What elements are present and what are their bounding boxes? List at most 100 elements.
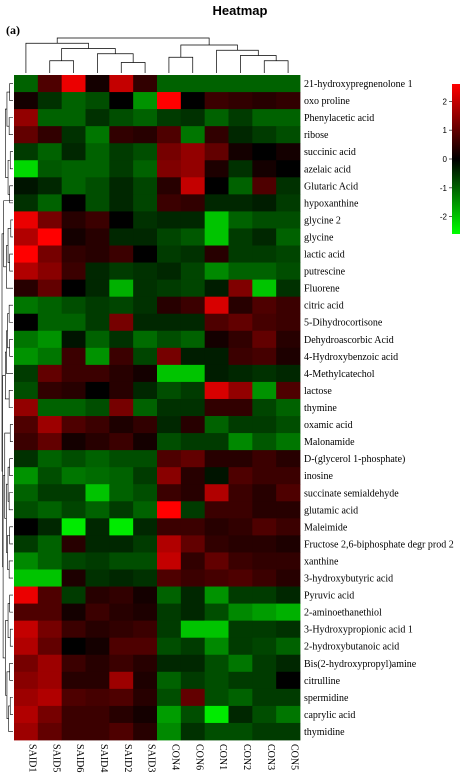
- heatmap-cell: [180, 433, 206, 451]
- heatmap-cell: [133, 535, 158, 553]
- dendrogram-branch: [8, 304, 13, 323]
- heatmap-cell: [109, 126, 134, 144]
- heatmap-cell: [157, 160, 182, 178]
- heatmap-cell: [109, 484, 134, 502]
- dendrogram-branch: [1, 233, 4, 472]
- dendrogram-branch: [9, 253, 13, 272]
- row-label: succinate semialdehyde: [304, 488, 399, 499]
- heatmap-cell: [204, 109, 229, 127]
- heatmap-cell: [228, 484, 253, 502]
- heatmap-cell: [133, 228, 158, 246]
- heatmap-cell: [157, 262, 182, 281]
- heatmap-cell: [157, 552, 182, 570]
- heatmap-cell: [37, 109, 63, 127]
- row-label: xanthine: [304, 556, 339, 567]
- heatmap-cell: [85, 518, 110, 536]
- heatmap-cell: [252, 245, 277, 263]
- heatmap-cell: [157, 109, 182, 127]
- heatmap-cell: [133, 586, 158, 604]
- heatmap-cell: [180, 330, 206, 349]
- heatmap-cell: [228, 688, 253, 707]
- row-label: succinic acid: [304, 147, 356, 158]
- heatmap-cell: [204, 160, 229, 178]
- column-label: CON6: [193, 744, 204, 770]
- row-label: Phenylacetic acid: [304, 113, 374, 124]
- heatmap-cell: [204, 620, 229, 639]
- row-label: 3-Hydroxypropionic acid 1: [304, 625, 413, 636]
- heatmap-cell: [133, 211, 158, 229]
- dendrogram-branch: [56, 37, 210, 45]
- heatmap-cell: [61, 296, 86, 315]
- heatmap-cell: [204, 450, 229, 468]
- heatmap-cell: [157, 75, 182, 93]
- heatmap-cell: [14, 109, 39, 127]
- heatmap-cell: [157, 620, 182, 639]
- heatmap-cell: [252, 501, 277, 519]
- dendrogram-branch: [9, 628, 13, 647]
- row-label: lactose: [304, 386, 332, 397]
- heatmap-cell: [180, 450, 206, 468]
- heatmap-cell: [85, 228, 110, 246]
- heatmap-cell: [85, 109, 110, 127]
- heatmap-cell: [85, 194, 110, 212]
- heatmap-cell: [276, 484, 301, 502]
- heatmap-cell: [37, 552, 63, 570]
- heatmap-cell: [61, 654, 86, 673]
- heatmap-cell: [157, 467, 182, 485]
- heatmap-cell: [276, 586, 301, 604]
- heatmap-cell: [157, 177, 182, 195]
- heatmap-cell: [61, 92, 86, 110]
- heatmap-cell: [228, 211, 253, 229]
- heatmap-cell: [61, 433, 86, 451]
- heatmap-cell: [109, 671, 134, 690]
- heatmap-cell: [133, 671, 158, 690]
- heatmap-cell: [276, 177, 301, 195]
- heatmap-cell: [180, 637, 206, 656]
- heatmap-cell: [228, 126, 253, 144]
- heatmap-cell: [14, 450, 39, 468]
- heatmap-cell: [276, 671, 301, 690]
- heatmap-cell: [157, 126, 182, 144]
- heatmap-cell: [204, 671, 229, 690]
- heatmap-cell: [204, 535, 229, 553]
- heatmap-cell: [37, 501, 63, 519]
- heatmap-cell: [37, 569, 63, 587]
- heatmap-cell: [133, 416, 158, 434]
- heatmap-cell: [37, 518, 63, 536]
- dendrogram-branch: [9, 151, 13, 170]
- heatmap-cell: [37, 245, 63, 263]
- heatmap-cell: [109, 211, 134, 229]
- heatmap-cell: [276, 603, 301, 622]
- heatmap-cell: [109, 688, 134, 707]
- heatmap-cell: [252, 364, 277, 383]
- heatmap-cell: [276, 279, 301, 298]
- heatmap-cell: [14, 603, 39, 622]
- heatmap-cell: [37, 654, 63, 673]
- heatmap-cell: [85, 467, 110, 485]
- heatmap-cell: [37, 160, 63, 178]
- heatmap-cell: [228, 416, 253, 434]
- heatmap-cell: [133, 296, 158, 315]
- row-label: 2-aminoethanethiol: [304, 608, 382, 619]
- heatmap-cell: [133, 245, 158, 263]
- heatmap-cell: [133, 143, 158, 161]
- heatmap-cell: [180, 245, 206, 263]
- heatmap-cell: [133, 160, 158, 178]
- heatmap-cell: [157, 586, 182, 604]
- heatmap-cell: [228, 722, 253, 741]
- heatmap-cell: [133, 398, 158, 417]
- heatmap-cell: [228, 330, 253, 349]
- heatmap-cell: [37, 705, 63, 724]
- heatmap-cell: [228, 347, 253, 366]
- heatmap-cell: [204, 211, 229, 229]
- heatmap-cell: [133, 654, 158, 673]
- heatmap-cell: [61, 279, 86, 298]
- heatmap-cell: [180, 381, 206, 400]
- heatmap-cell: [252, 296, 277, 315]
- heatmap-cell: [228, 637, 253, 656]
- heatmap-cell: [252, 637, 277, 656]
- dendrogram-branch: [5, 108, 9, 178]
- dendrogram-branch: [25, 42, 89, 73]
- heatmap-cell: [133, 194, 158, 212]
